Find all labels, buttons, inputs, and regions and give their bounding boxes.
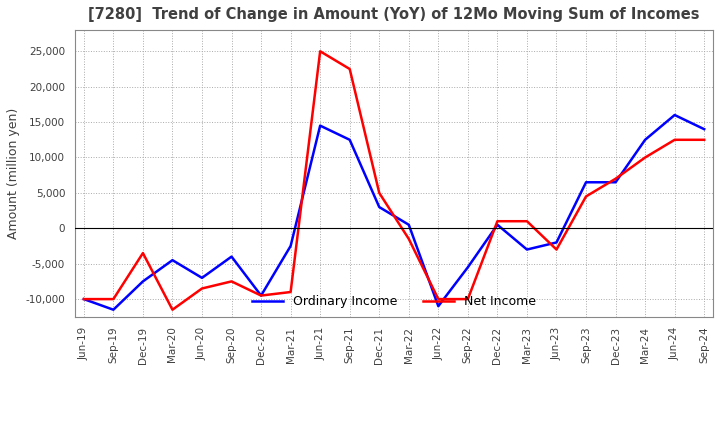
Title: [7280]  Trend of Change in Amount (YoY) of 12Mo Moving Sum of Incomes: [7280] Trend of Change in Amount (YoY) o… [89, 7, 700, 22]
Net Income [198, 286, 207, 291]
Ordinary Income [611, 180, 620, 185]
Net Income [611, 176, 620, 181]
Net Income [700, 137, 708, 143]
Ordinary Income [582, 180, 590, 185]
Net Income [523, 219, 531, 224]
Net Income [109, 297, 117, 302]
Net Income [552, 247, 561, 252]
Ordinary Income [109, 307, 117, 312]
Ordinary Income [552, 240, 561, 245]
Ordinary Income [434, 304, 443, 309]
Net Income [79, 297, 88, 302]
Net Income [375, 190, 384, 195]
Ordinary Income [405, 222, 413, 227]
Ordinary Income [316, 123, 325, 128]
Net Income [168, 307, 177, 312]
Net Income [582, 194, 590, 199]
Ordinary Income [287, 243, 295, 249]
Net Income [434, 297, 443, 302]
Ordinary Income [228, 254, 236, 259]
Net Income [670, 137, 679, 143]
Ordinary Income [641, 137, 649, 143]
Y-axis label: Amount (million yen): Amount (million yen) [7, 108, 20, 239]
Net Income [405, 236, 413, 242]
Ordinary Income [700, 127, 708, 132]
Ordinary Income [198, 275, 207, 280]
Ordinary Income [168, 257, 177, 263]
Ordinary Income [670, 112, 679, 117]
Line: Ordinary Income: Ordinary Income [84, 115, 704, 310]
Ordinary Income [346, 137, 354, 143]
Net Income [346, 66, 354, 72]
Net Income [493, 219, 502, 224]
Net Income [316, 49, 325, 54]
Net Income [464, 297, 472, 302]
Ordinary Income [257, 293, 266, 298]
Ordinary Income [375, 205, 384, 210]
Ordinary Income [464, 264, 472, 270]
Net Income [138, 250, 147, 256]
Net Income [641, 155, 649, 160]
Net Income [257, 293, 266, 298]
Ordinary Income [79, 297, 88, 302]
Ordinary Income [138, 279, 147, 284]
Line: Net Income: Net Income [84, 51, 704, 310]
Net Income [287, 290, 295, 295]
Ordinary Income [523, 247, 531, 252]
Legend: Ordinary Income, Net Income: Ordinary Income, Net Income [247, 290, 541, 313]
Ordinary Income [493, 222, 502, 227]
Net Income [228, 279, 236, 284]
